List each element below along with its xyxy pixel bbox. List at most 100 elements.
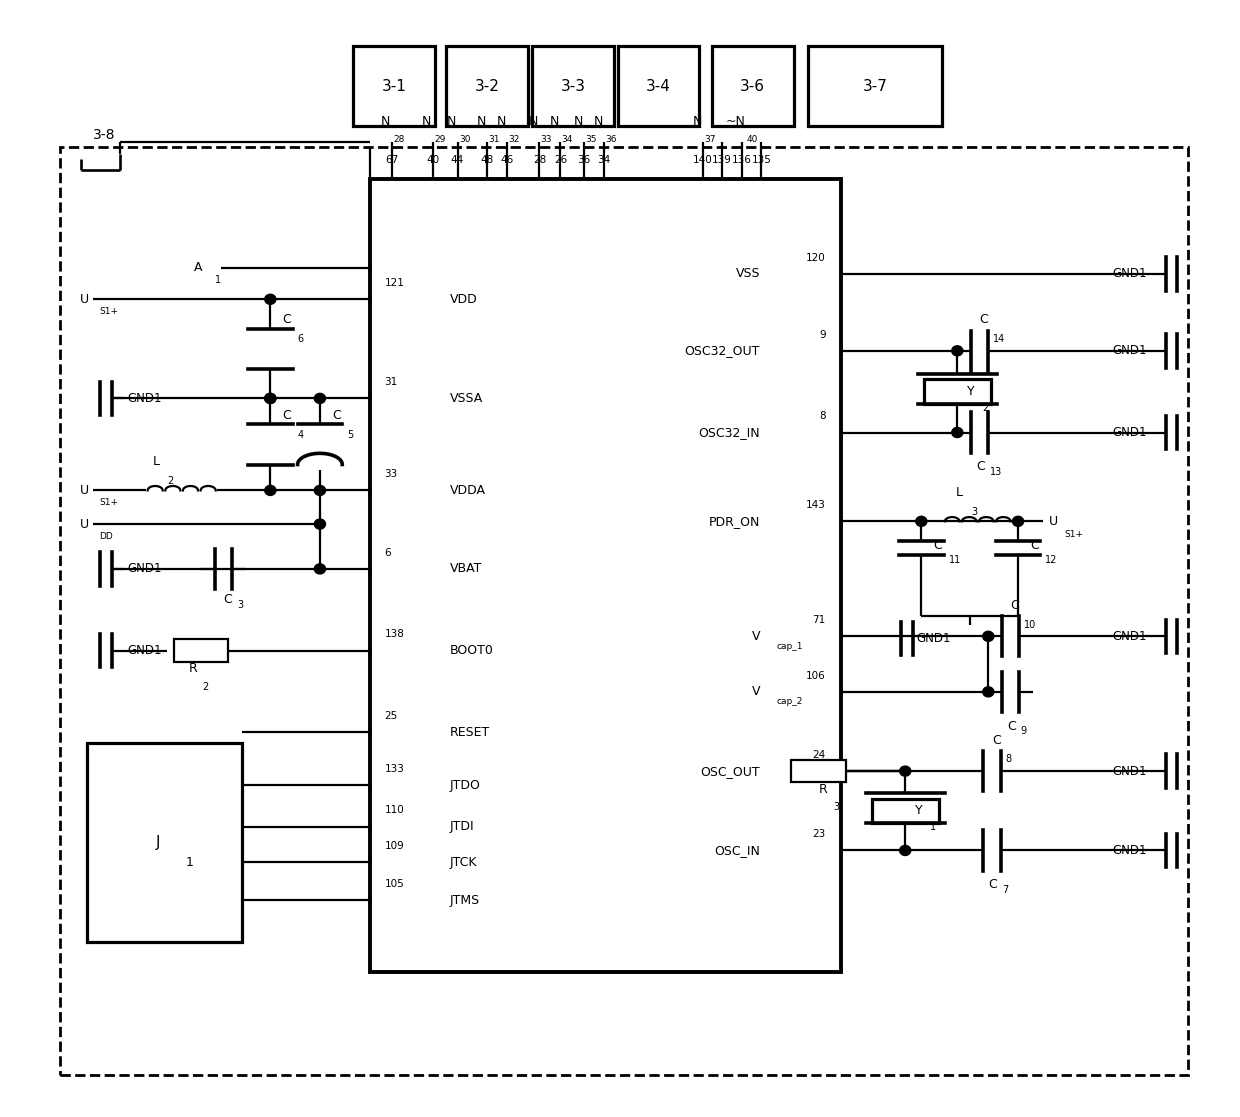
- Text: 109: 109: [384, 841, 404, 851]
- Text: PDR_ON: PDR_ON: [709, 515, 760, 528]
- Text: cap_2: cap_2: [776, 697, 802, 706]
- Text: GND1: GND1: [1112, 844, 1147, 857]
- Bar: [370, 179, 841, 972]
- Text: GND1: GND1: [1112, 426, 1147, 439]
- Text: 3-4: 3-4: [646, 78, 671, 94]
- Bar: [60, 147, 1188, 1075]
- Text: 136: 136: [732, 155, 751, 165]
- Text: N: N: [422, 115, 432, 128]
- Text: 3: 3: [237, 600, 243, 610]
- Text: 1: 1: [186, 856, 193, 869]
- Text: 36: 36: [578, 155, 590, 165]
- Text: 40: 40: [427, 155, 439, 165]
- Text: N: N: [381, 115, 391, 128]
- Text: 71: 71: [812, 615, 826, 626]
- Circle shape: [952, 346, 963, 356]
- Text: GND1: GND1: [128, 392, 162, 404]
- Text: 2: 2: [202, 681, 208, 691]
- Bar: [174, 639, 228, 661]
- Bar: [446, 46, 528, 126]
- Text: 31: 31: [384, 378, 398, 388]
- Text: VSS: VSS: [735, 267, 760, 280]
- Text: 133: 133: [384, 764, 404, 774]
- Text: 29: 29: [434, 135, 445, 144]
- Text: GND1: GND1: [1112, 344, 1147, 357]
- Text: A: A: [193, 261, 202, 275]
- Text: L: L: [153, 455, 160, 468]
- Text: VBAT: VBAT: [450, 563, 482, 575]
- Text: ~N: ~N: [725, 115, 745, 128]
- Text: N: N: [692, 115, 702, 128]
- Bar: [791, 760, 846, 782]
- Text: 3-2: 3-2: [475, 78, 500, 94]
- Circle shape: [982, 631, 993, 641]
- Text: OSC_IN: OSC_IN: [714, 844, 760, 857]
- Text: C: C: [1030, 540, 1039, 553]
- Text: C: C: [992, 734, 1001, 746]
- Text: J: J: [156, 836, 160, 850]
- Text: C: C: [988, 878, 997, 891]
- Text: L: L: [956, 486, 963, 499]
- Circle shape: [265, 486, 275, 496]
- Text: 30: 30: [459, 135, 470, 144]
- Circle shape: [982, 687, 993, 697]
- Circle shape: [265, 393, 275, 403]
- Text: 1: 1: [930, 822, 936, 832]
- Text: 9: 9: [1021, 726, 1027, 736]
- Text: U: U: [1049, 515, 1058, 528]
- Text: 35: 35: [585, 135, 596, 144]
- Text: N: N: [573, 115, 583, 128]
- Text: 3-7: 3-7: [863, 78, 888, 94]
- Text: 5: 5: [347, 430, 353, 440]
- Text: 1: 1: [215, 275, 221, 285]
- Bar: [618, 46, 699, 126]
- Text: N: N: [476, 115, 486, 128]
- Circle shape: [952, 428, 963, 438]
- Text: 28: 28: [533, 155, 546, 165]
- Text: 110: 110: [384, 805, 404, 815]
- Bar: [712, 46, 794, 126]
- Text: 28: 28: [393, 135, 404, 144]
- Text: 25: 25: [384, 712, 398, 722]
- Text: 13: 13: [990, 467, 1002, 477]
- Text: 24: 24: [812, 750, 826, 760]
- Text: C: C: [976, 460, 985, 474]
- Text: Y: Y: [915, 804, 923, 818]
- Text: C: C: [1007, 719, 1016, 733]
- Text: S1+: S1+: [99, 307, 118, 316]
- Circle shape: [900, 846, 911, 856]
- Circle shape: [915, 516, 926, 526]
- Bar: [872, 799, 939, 823]
- Text: 143: 143: [806, 500, 826, 510]
- Text: 7: 7: [1002, 885, 1008, 895]
- Bar: [353, 46, 435, 126]
- Text: 2: 2: [982, 403, 988, 413]
- Text: 40: 40: [746, 135, 758, 144]
- Text: Y: Y: [967, 385, 975, 398]
- Text: 138: 138: [384, 629, 404, 639]
- Text: 121: 121: [384, 278, 404, 288]
- Text: JTDO: JTDO: [450, 779, 481, 792]
- Text: 3-8: 3-8: [93, 128, 115, 142]
- Text: 46: 46: [501, 155, 513, 165]
- Text: OSC32_OUT: OSC32_OUT: [684, 344, 760, 357]
- Text: DD: DD: [99, 532, 113, 541]
- Bar: [924, 380, 991, 404]
- Text: 8: 8: [820, 411, 826, 421]
- Text: RESET: RESET: [450, 726, 490, 738]
- Text: 3-3: 3-3: [560, 78, 585, 94]
- Text: JTDI: JTDI: [450, 820, 475, 833]
- Text: GND1: GND1: [916, 632, 951, 646]
- Text: C: C: [223, 593, 232, 607]
- Text: N: N: [593, 115, 603, 128]
- Bar: [808, 46, 942, 126]
- Text: BOOT0: BOOT0: [450, 645, 494, 657]
- Text: N: N: [528, 115, 538, 128]
- Text: V: V: [751, 630, 760, 642]
- Text: N: N: [549, 115, 559, 128]
- Text: 67: 67: [386, 155, 398, 165]
- Text: 10: 10: [1024, 620, 1037, 630]
- Text: 34: 34: [598, 155, 610, 165]
- Text: C: C: [332, 409, 341, 422]
- Text: 6: 6: [384, 547, 391, 557]
